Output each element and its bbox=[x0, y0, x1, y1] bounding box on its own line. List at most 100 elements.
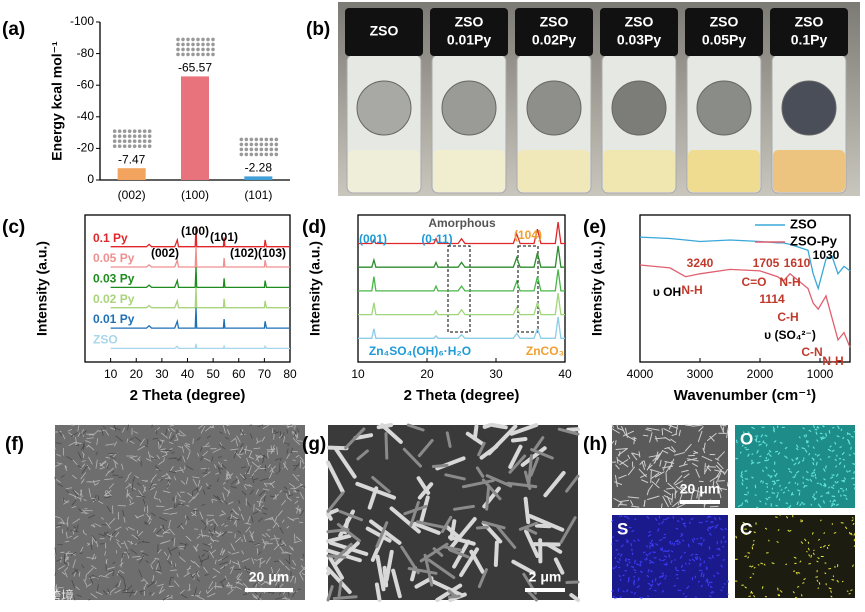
texture bbox=[448, 517, 477, 551]
texture bbox=[136, 514, 145, 519]
texture bbox=[196, 596, 205, 600]
texture bbox=[201, 503, 206, 507]
texture bbox=[223, 487, 231, 494]
texture bbox=[286, 448, 289, 455]
texture bbox=[646, 574, 650, 578]
texture bbox=[616, 424, 619, 430]
texture bbox=[645, 428, 653, 432]
texture bbox=[184, 443, 191, 445]
texture bbox=[691, 558, 696, 562]
texture bbox=[301, 573, 306, 576]
texture bbox=[252, 596, 258, 600]
watermark: 大数跨境 bbox=[22, 588, 74, 603]
texture bbox=[667, 447, 675, 453]
texture bbox=[648, 552, 652, 555]
texture bbox=[812, 462, 815, 466]
texture bbox=[165, 596, 172, 600]
annotation: 1610 bbox=[784, 256, 811, 270]
crystal-atom bbox=[132, 129, 137, 133]
texture bbox=[724, 527, 727, 531]
texture bbox=[763, 441, 766, 444]
texture bbox=[129, 498, 132, 504]
texture bbox=[279, 546, 285, 554]
texture bbox=[246, 501, 251, 507]
texture bbox=[830, 486, 835, 489]
texture bbox=[815, 491, 818, 494]
texture bbox=[280, 542, 285, 546]
texture bbox=[235, 537, 242, 543]
texture bbox=[683, 473, 690, 479]
texture bbox=[527, 454, 533, 488]
texture bbox=[635, 563, 639, 566]
texture bbox=[283, 436, 286, 443]
texture bbox=[275, 597, 283, 600]
texture bbox=[71, 579, 75, 589]
texture bbox=[90, 565, 97, 570]
texture bbox=[417, 438, 434, 458]
texture bbox=[614, 440, 617, 446]
texture bbox=[205, 482, 209, 487]
texture bbox=[773, 440, 777, 443]
texture bbox=[638, 451, 641, 458]
texture bbox=[243, 474, 247, 479]
texture bbox=[843, 477, 846, 480]
annotation: ZnCO₃ bbox=[526, 344, 564, 358]
texture bbox=[286, 453, 290, 459]
texture bbox=[144, 522, 147, 525]
crystal-atom bbox=[132, 134, 137, 138]
texture bbox=[292, 473, 299, 482]
texture bbox=[716, 572, 720, 575]
texture bbox=[218, 461, 221, 466]
texture bbox=[270, 447, 275, 454]
texture bbox=[262, 512, 267, 515]
texture bbox=[57, 430, 63, 437]
series-label: 0.03 Py bbox=[93, 272, 135, 286]
series-line bbox=[110, 287, 290, 309]
texture bbox=[811, 532, 814, 535]
texture bbox=[212, 575, 217, 579]
texture bbox=[91, 536, 96, 543]
texture bbox=[852, 522, 855, 525]
texture bbox=[295, 536, 302, 542]
texture bbox=[167, 554, 171, 561]
texture bbox=[714, 469, 725, 473]
texture bbox=[715, 469, 722, 478]
texture bbox=[82, 509, 88, 515]
texture bbox=[105, 430, 109, 436]
texture bbox=[626, 589, 629, 592]
texture bbox=[794, 473, 797, 478]
texture bbox=[646, 516, 650, 519]
texture bbox=[678, 463, 688, 467]
texture bbox=[673, 584, 677, 587]
texture bbox=[57, 543, 63, 546]
texture bbox=[143, 484, 146, 492]
texture bbox=[209, 523, 213, 526]
texture bbox=[130, 486, 137, 490]
texture bbox=[245, 466, 251, 475]
crystal-atom bbox=[122, 129, 127, 133]
texture bbox=[185, 444, 191, 448]
texture bbox=[326, 491, 345, 513]
x-axis-label: 2 Theta (degree) bbox=[130, 387, 246, 404]
texture bbox=[618, 451, 621, 457]
texture bbox=[633, 539, 636, 542]
texture bbox=[830, 590, 832, 593]
texture bbox=[374, 582, 382, 602]
texture bbox=[169, 424, 175, 427]
texture bbox=[187, 492, 193, 497]
texture bbox=[210, 549, 216, 555]
texture bbox=[152, 474, 157, 479]
texture bbox=[831, 449, 835, 453]
texture bbox=[85, 583, 92, 588]
texture bbox=[114, 460, 117, 469]
crystal-atom bbox=[132, 144, 137, 148]
texture bbox=[509, 423, 539, 436]
texture bbox=[197, 452, 199, 457]
texture bbox=[72, 559, 76, 569]
texture bbox=[252, 575, 257, 579]
series-line bbox=[110, 307, 290, 329]
x-tick-label: 1000 bbox=[807, 367, 834, 381]
texture bbox=[711, 555, 714, 559]
texture bbox=[276, 537, 280, 540]
vial-label: ZSO bbox=[625, 14, 654, 30]
